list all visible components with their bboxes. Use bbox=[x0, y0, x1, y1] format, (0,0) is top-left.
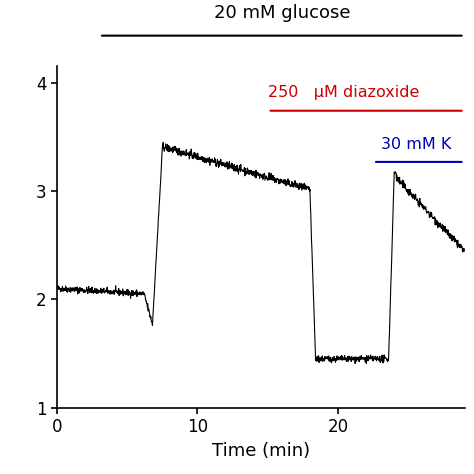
X-axis label: Time (min): Time (min) bbox=[211, 442, 310, 460]
Text: 30 mM K: 30 mM K bbox=[381, 137, 452, 152]
Text: 250   μM diazoxide: 250 μM diazoxide bbox=[268, 85, 419, 100]
Text: 20 mM glucose: 20 mM glucose bbox=[213, 4, 350, 22]
